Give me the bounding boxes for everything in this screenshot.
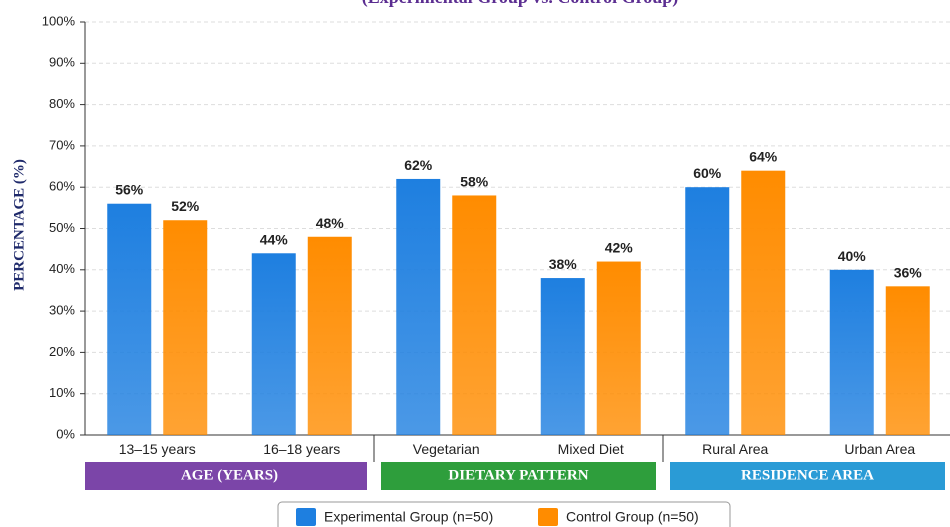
y-tick-label: 90% <box>49 55 75 70</box>
group-label: DIETARY PATTERN <box>448 467 588 483</box>
y-tick-label: 80% <box>49 96 75 111</box>
value-label: 42% <box>605 240 634 256</box>
y-tick-label: 10% <box>49 385 75 400</box>
x-tick-label: 13–15 years <box>119 441 196 457</box>
value-label: 62% <box>404 157 433 173</box>
y-tick-label: 0% <box>56 426 75 441</box>
bar <box>307 236 352 435</box>
legend-label: Experimental Group (n=50) <box>324 509 493 525</box>
y-tick-label: 70% <box>49 137 75 152</box>
bar <box>107 203 152 435</box>
y-tick-label: 20% <box>49 344 75 359</box>
value-label: 36% <box>894 264 923 280</box>
group-label: RESIDENCE AREA <box>741 467 874 483</box>
bar <box>540 278 585 435</box>
group-label: AGE (YEARS) <box>181 467 278 483</box>
value-label: 40% <box>838 248 867 264</box>
value-label: 44% <box>260 231 289 247</box>
value-label: 52% <box>171 198 200 214</box>
value-label: 58% <box>460 173 489 189</box>
y-tick-label: 50% <box>49 220 75 235</box>
y-tick-label: 60% <box>49 179 75 194</box>
bar <box>596 261 641 435</box>
value-label: 56% <box>115 182 144 198</box>
bar <box>741 170 786 435</box>
y-tick-label: 40% <box>49 261 75 276</box>
bar <box>885 286 930 435</box>
group-band <box>85 462 367 490</box>
y-axis-label: PERCENTAGE (%) <box>11 159 27 291</box>
x-tick-label: 16–18 years <box>263 441 340 457</box>
group-band <box>670 462 945 490</box>
chart-subtitle: (Experimental Group vs. Control Group) <box>362 0 679 8</box>
x-tick-label: Urban Area <box>844 441 915 457</box>
value-label: 38% <box>549 256 578 272</box>
bar <box>396 178 441 435</box>
group-band <box>381 462 656 490</box>
legend-swatch <box>296 508 316 526</box>
value-label: 48% <box>316 215 345 231</box>
bar <box>685 187 730 435</box>
x-tick-label: Rural Area <box>702 441 768 457</box>
legend-label: Control Group (n=50) <box>566 509 699 525</box>
y-tick-label: 30% <box>49 303 75 318</box>
x-tick-label: Vegetarian <box>413 441 480 457</box>
legend-box <box>277 501 731 527</box>
legend-swatch <box>538 508 558 526</box>
bar <box>829 269 874 435</box>
x-tick-label: Mixed Diet <box>558 441 624 457</box>
value-label: 60% <box>693 165 722 181</box>
bar <box>251 253 296 435</box>
value-label: 64% <box>749 149 778 165</box>
y-tick-label: 100% <box>42 13 76 28</box>
bar <box>163 220 208 435</box>
bar <box>452 195 497 435</box>
